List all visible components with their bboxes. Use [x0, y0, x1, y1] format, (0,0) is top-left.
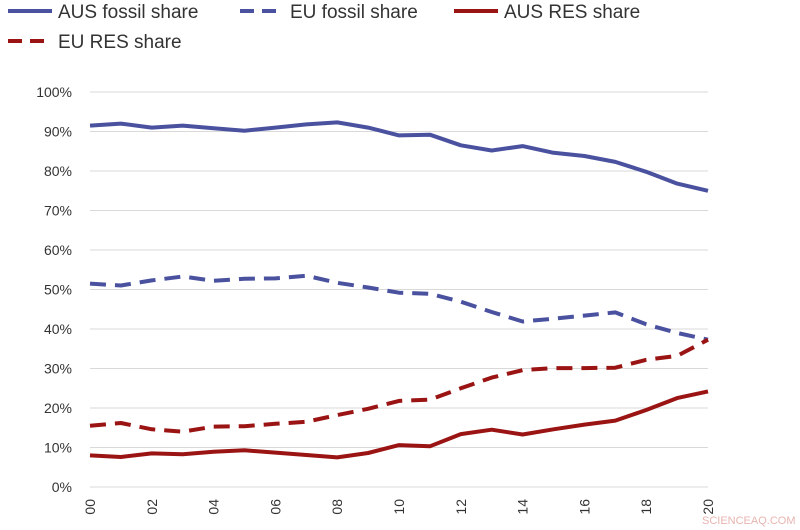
series-line-eu-res-share: [89, 337, 709, 434]
y-tick-label: 50%: [44, 282, 72, 298]
y-tick-label: 10%: [44, 440, 72, 456]
x-tick-label: 12: [453, 499, 469, 515]
x-tick-label: 02: [144, 499, 160, 515]
y-tick-label: 20%: [44, 400, 72, 416]
x-tick-label: 04: [206, 499, 222, 515]
legend-label: EU RES share: [58, 32, 182, 53]
y-tick-label: 90%: [44, 124, 72, 140]
series-line-eu-fossil-share: [89, 273, 709, 342]
series-line-aus-res-share: [89, 389, 709, 460]
x-tick-label: 08: [329, 499, 345, 515]
x-tick-label: 00: [82, 499, 98, 515]
x-tick-label: 20: [700, 499, 716, 515]
legend-label: EU fossil share: [290, 2, 418, 23]
y-tick-label: 70%: [44, 203, 72, 219]
series-lines: [89, 120, 709, 460]
y-tick-label: 40%: [44, 321, 72, 337]
series-line-aus-fossil-share: [89, 120, 709, 193]
x-tick-label: 06: [267, 499, 283, 515]
y-tick-label: 100%: [36, 84, 72, 100]
x-tick-label: 16: [576, 499, 592, 515]
gridlines: [90, 91, 708, 488]
legend: AUS fossil share EU fossil share AUS RES s…: [8, 2, 640, 53]
y-tick-label: 60%: [44, 242, 72, 258]
x-tick-label: 18: [638, 499, 654, 515]
watermark-text: SCIENCEAQ.COM: [702, 515, 796, 527]
y-tick-label: 80%: [44, 163, 72, 179]
y-tick-label: 30%: [44, 361, 72, 377]
legend-label: AUS RES share: [504, 2, 640, 23]
x-axis: 00 02 04 06 08 10 12 14 16 18 20: [82, 499, 716, 515]
x-tick-label: 10: [391, 499, 407, 515]
y-axis: 0% 10% 20% 30% 40% 50% 60% 70% 80% 90% 100%: [36, 84, 72, 495]
y-tick-label: 0%: [52, 479, 72, 495]
legend-label: AUS fossil share: [58, 2, 198, 23]
x-tick-label: 14: [515, 499, 531, 515]
